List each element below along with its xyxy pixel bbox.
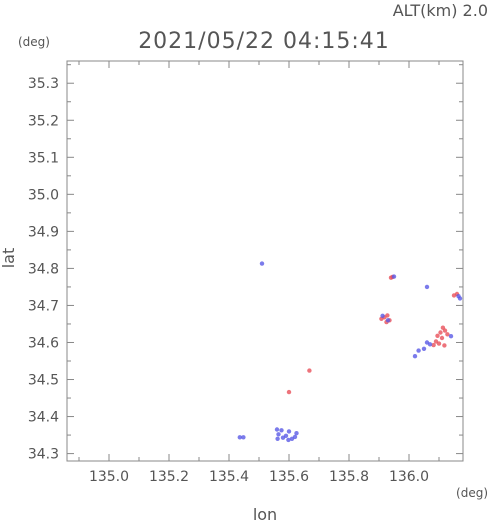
- x-tick-label-1: 135.2: [149, 469, 189, 485]
- blue-echo-point: [276, 432, 281, 437]
- y-tick-label-5: 34.8: [28, 261, 59, 277]
- blue-echo-point: [259, 261, 265, 266]
- echo-points: [237, 261, 463, 443]
- blue-echo-point: [412, 354, 418, 359]
- y-tick-label-7: 35.0: [28, 187, 59, 203]
- x-tick-label-3: 135.6: [269, 469, 309, 485]
- blue-echo-point: [421, 346, 427, 351]
- blue-echo-point: [241, 435, 246, 440]
- red-echo-point: [436, 341, 442, 346]
- blue-echo-point: [456, 294, 461, 299]
- x-axis-label: lon: [253, 505, 277, 521]
- y-axis-ticks: 34.3 34.4 34.5 34.6 34.7 34.8 34.9 35.0 35.1 35.2…: [28, 64, 463, 463]
- x-tick-label-2: 135.4: [209, 469, 249, 485]
- x-tick-label-4: 135.8: [329, 469, 369, 485]
- red-echo-point: [439, 335, 445, 341]
- red-echo-point: [442, 328, 448, 333]
- blue-echo-point: [427, 342, 433, 347]
- blue-echo-point: [275, 436, 280, 441]
- y-tick-label-6: 34.9: [28, 224, 59, 240]
- blue-echo-point: [448, 334, 454, 339]
- blue-echo-point: [279, 428, 284, 433]
- y-axis-label: lat: [0, 248, 18, 269]
- blue-echo-point: [294, 431, 299, 436]
- y-tick-label-1: 34.4: [28, 410, 59, 426]
- red-echo-point: [442, 343, 447, 348]
- y-tick-label-8: 35.1: [28, 150, 59, 166]
- altitude-label: ALT(km) 2.0: [393, 1, 488, 20]
- red-echo-point: [445, 332, 450, 337]
- red-echo-point: [431, 342, 436, 348]
- red-echo-point: [286, 389, 292, 395]
- blue-echo-point: [286, 437, 291, 443]
- blue-echo-point: [424, 284, 430, 290]
- chart-title: 2021/05/22 04:15:41: [138, 29, 390, 54]
- y-tick-label-2: 34.5: [28, 373, 59, 389]
- x-tick-label-0: 135.0: [89, 469, 129, 485]
- blue-echo-point: [286, 429, 292, 434]
- y-tick-label-0: 34.3: [28, 447, 59, 463]
- blue-echo-point: [274, 427, 280, 432]
- red-echo-point: [438, 330, 443, 335]
- blue-echo-point: [416, 348, 421, 353]
- red-echo-point: [307, 368, 312, 373]
- x-axis-ticks: 135.0 135.2 135.4 135.6 135.8 136.0: [78, 61, 440, 485]
- blue-echo-point: [292, 434, 298, 440]
- blue-echo-point: [391, 274, 397, 279]
- y-tick-label-9: 35.2: [28, 113, 59, 129]
- x-tick-label-5: 136.0: [389, 469, 429, 485]
- blue-echo-point: [283, 433, 289, 438]
- y-tick-label-4: 34.7: [28, 298, 59, 314]
- plot-frame: [66, 60, 464, 462]
- blue-echo-point: [385, 318, 391, 323]
- blue-echo-point: [237, 435, 242, 440]
- red-echo-point: [435, 333, 440, 338]
- y-unit-label: (deg): [18, 35, 50, 49]
- y-tick-label-3: 34.6: [28, 335, 59, 351]
- blue-echo-point: [380, 313, 385, 318]
- x-unit-label: (deg): [456, 486, 488, 500]
- red-echo-point: [451, 293, 457, 298]
- y-tick-label-10: 35.3: [28, 76, 59, 92]
